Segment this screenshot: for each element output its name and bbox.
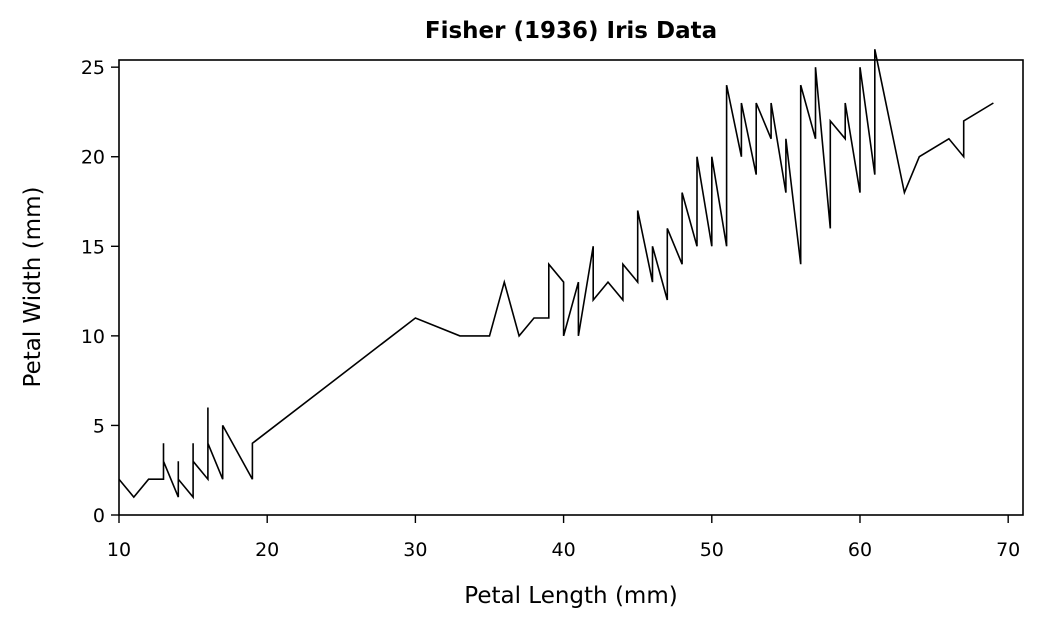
x-tick-label: 70 — [996, 539, 1020, 561]
x-axis-label: Petal Length (mm) — [464, 583, 677, 609]
series-line — [118, 49, 994, 500]
plot-frame — [118, 59, 1024, 516]
x-axis: 10 20 30 40 50 60 70 — [107, 515, 1020, 561]
x-tick-label: 60 — [848, 539, 872, 561]
x-tick-label: 40 — [551, 539, 575, 561]
y-axis-label: Petal Width (mm) — [20, 187, 46, 388]
y-tick-label: 15 — [81, 236, 105, 258]
x-tick-label: 30 — [403, 539, 427, 561]
y-tick-label: 5 — [93, 415, 105, 437]
y-tick-label: 25 — [81, 57, 105, 79]
y-tick-label: 0 — [93, 505, 105, 527]
y-tick-label: 20 — [81, 147, 105, 169]
y-axis: 0 5 10 15 20 25 — [81, 57, 119, 527]
x-tick-label: 50 — [700, 539, 724, 561]
x-tick-label: 20 — [255, 539, 279, 561]
y-tick-label: 10 — [81, 326, 105, 348]
chart-title: Fisher (1936) Iris Data — [425, 18, 717, 44]
x-tick-label: 10 — [107, 539, 131, 561]
